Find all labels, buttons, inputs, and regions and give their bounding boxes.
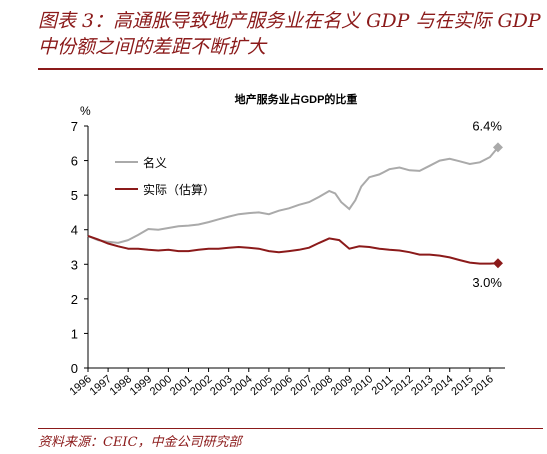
y-tick-label: 4 (71, 223, 78, 238)
y-tick-label: 1 (71, 326, 78, 341)
figure-title: 图表 3：高通胀导致地产服务业在名义 GDP 与在实际 GDP 中份额之间的差距… (38, 10, 541, 58)
y-axis-unit: % (80, 104, 91, 118)
nominal-series-line (87, 146, 499, 244)
y-tick-label: 6 (71, 154, 78, 169)
x-tick-label: 2011 (370, 373, 396, 397)
y-tick-label: 2 (71, 292, 78, 307)
source-note: 资料来源：CEIC，中金公司研究部 (38, 435, 242, 450)
chart-title: 地产服务业占GDP的比重 (235, 92, 358, 106)
legend-nominal-label: 名义 (143, 155, 167, 170)
x-tick-label: 2016 (469, 373, 495, 398)
title-divider (38, 68, 543, 70)
legend-real-label: 实际（估算） (143, 182, 215, 197)
nominal-end-label: 6.4% (472, 118, 502, 133)
y-tick-label: 3 (71, 257, 78, 272)
source-divider (38, 428, 543, 429)
y-tick-label: 0 (71, 361, 78, 376)
y-tick-label: 5 (71, 188, 78, 203)
nominal-end-marker (492, 142, 503, 153)
real-end-marker (492, 258, 503, 269)
real-end-label: 3.0% (472, 275, 502, 290)
y-tick-label: 7 (71, 119, 78, 134)
real-series-line (87, 234, 499, 265)
